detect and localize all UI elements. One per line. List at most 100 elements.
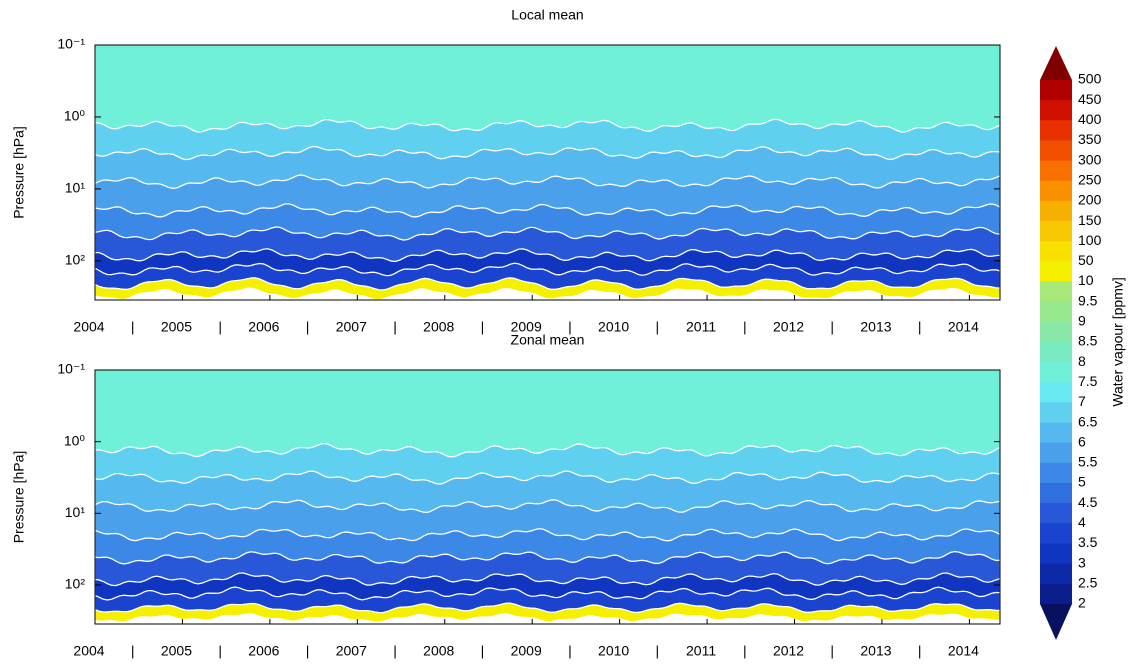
x-tick-label: 2006 xyxy=(248,319,279,335)
colorbar-tick-label: 300 xyxy=(1078,151,1102,167)
colorbar-segment xyxy=(1040,221,1072,242)
colorbar-tick-label: 350 xyxy=(1078,131,1102,147)
x-tick-label: 2005 xyxy=(161,643,192,659)
colorbar-segment xyxy=(1040,341,1072,363)
x-minor-tick-label: | xyxy=(218,319,222,335)
y-axis-label: Pressure [hPa] xyxy=(11,451,27,544)
colorbar-tick-label: 8.5 xyxy=(1078,333,1098,349)
subplot-title: Zonal mean xyxy=(511,332,585,348)
y-axis-label: Pressure [hPa] xyxy=(11,126,27,219)
colorbar-tick-label: 250 xyxy=(1078,171,1102,187)
x-minor-tick-label: | xyxy=(131,643,135,659)
x-minor-tick-label: | xyxy=(918,643,922,659)
x-minor-tick-label: | xyxy=(656,643,660,659)
colorbar-tick-label: 150 xyxy=(1078,212,1102,228)
colorbar-tick-label: 400 xyxy=(1078,111,1102,127)
colorbar-label: Water vapour [ppmv] xyxy=(1110,277,1126,406)
colorbar-tick-label: 7 xyxy=(1078,393,1086,409)
contour-band xyxy=(95,602,1000,623)
colorbar-segment xyxy=(1040,422,1072,444)
colorbar-segment xyxy=(1040,402,1072,424)
contour-field xyxy=(95,370,1000,624)
contour-band xyxy=(95,370,1000,458)
x-tick-label: 2004 xyxy=(73,319,104,335)
x-tick-label: 2011 xyxy=(686,319,716,335)
colorbar-tick-label: 10 xyxy=(1078,272,1094,288)
colorbar-tick-label: 450 xyxy=(1078,91,1102,107)
contour-field xyxy=(95,45,1000,300)
colorbar-segment xyxy=(1040,321,1072,343)
x-tick-label: 2007 xyxy=(336,319,367,335)
x-minor-tick-label: | xyxy=(830,319,834,335)
colorbar-segment xyxy=(1040,503,1072,524)
colorbar-segment xyxy=(1040,180,1072,202)
colorbar-segment xyxy=(1040,241,1072,262)
colorbar-segment xyxy=(1040,362,1072,383)
colorbar-tick-label: 4.5 xyxy=(1078,494,1098,510)
y-tick-label: 10¹ xyxy=(65,180,86,196)
colorbar-segment xyxy=(1040,301,1072,323)
x-tick-label: 2008 xyxy=(423,643,454,659)
colorbar-tick-label: 9.5 xyxy=(1078,292,1098,308)
x-tick-label: 2011 xyxy=(686,643,716,659)
x-tick-label: 2004 xyxy=(73,643,104,659)
y-tick-label: 10⁰ xyxy=(64,108,86,124)
colorbar-segment xyxy=(1040,382,1072,403)
x-tick-label: 2007 xyxy=(336,643,367,659)
colorbar-segment xyxy=(1040,563,1072,585)
x-minor-tick-label: | xyxy=(568,643,572,659)
colorbar-extend-bottom xyxy=(1040,603,1072,640)
colorbar-segment xyxy=(1040,160,1072,182)
colorbar-segment xyxy=(1040,442,1072,464)
colorbar-tick-label: 6 xyxy=(1078,433,1086,449)
colorbar-segment xyxy=(1040,140,1072,162)
x-tick-label: 2013 xyxy=(860,319,891,335)
colorbar-segment xyxy=(1040,100,1072,121)
x-tick-label: 2014 xyxy=(948,643,979,659)
x-tick-label: 2010 xyxy=(598,319,629,335)
colorbar-tick-label: 200 xyxy=(1078,192,1102,208)
x-minor-tick-label: | xyxy=(481,319,485,335)
plot-frame xyxy=(94,369,1001,625)
x-tick-label: 2012 xyxy=(773,643,804,659)
colorbar-segment xyxy=(1040,583,1072,605)
x-tick-label: 2009 xyxy=(511,319,542,335)
x-tick-label: 2008 xyxy=(423,319,454,335)
colorbar-segment xyxy=(1040,543,1072,565)
x-minor-tick-label: | xyxy=(568,319,572,335)
x-tick-label: 2009 xyxy=(511,643,542,659)
colorbar-tick-label: 3 xyxy=(1078,554,1086,570)
colorbar-segment xyxy=(1040,261,1072,282)
colorbar-tick-label: 6.5 xyxy=(1078,413,1098,429)
colorbar-segment xyxy=(1040,523,1072,544)
x-tick-label: 2010 xyxy=(598,643,629,659)
x-minor-tick-label: | xyxy=(306,643,310,659)
colorbar-tick-label: 7.5 xyxy=(1078,373,1098,389)
x-tick-label: 2014 xyxy=(948,319,979,335)
x-minor-tick-label: | xyxy=(743,319,747,335)
subplot-title: Local mean xyxy=(511,7,583,23)
colorbar-tick-label: 2 xyxy=(1078,595,1086,611)
colorbar-tick-label: 5.5 xyxy=(1078,454,1098,470)
y-tick-label: 10² xyxy=(65,576,86,592)
contour-band xyxy=(95,45,1000,133)
colorbar-tick-label: 50 xyxy=(1078,252,1094,268)
x-tick-label: 2006 xyxy=(248,643,279,659)
colorbar-segment xyxy=(1040,281,1072,303)
colorbar-tick-label: 9 xyxy=(1078,313,1086,329)
colorbar-tick-label: 100 xyxy=(1078,232,1102,248)
colorbar-tick-label: 5 xyxy=(1078,474,1086,490)
colorbar-segment xyxy=(1040,462,1072,484)
x-minor-tick-label: | xyxy=(830,643,834,659)
y-tick-label: 10⁰ xyxy=(64,432,86,448)
colorbar-segment xyxy=(1040,200,1072,222)
colorbar-segment xyxy=(1040,120,1072,141)
y-tick-label: 10⁻¹ xyxy=(57,361,85,377)
x-minor-tick-label: | xyxy=(743,643,747,659)
colorbar-tick-label: 500 xyxy=(1078,71,1102,87)
colorbar-segment xyxy=(1040,80,1072,101)
x-minor-tick-label: | xyxy=(918,319,922,335)
plot-frame xyxy=(94,44,1001,301)
x-minor-tick-label: | xyxy=(656,319,660,335)
